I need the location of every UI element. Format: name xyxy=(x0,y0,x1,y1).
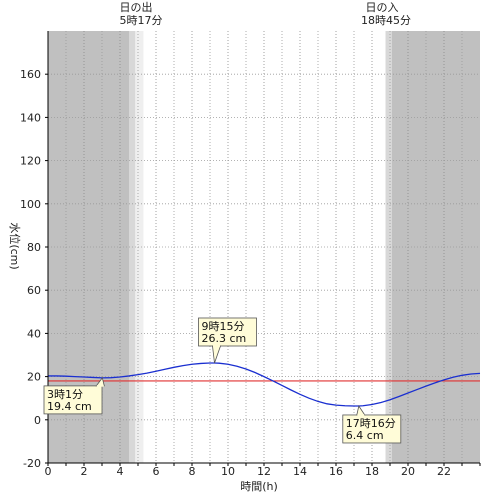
y-tick-label: 80 xyxy=(27,241,41,254)
tick-labels: 0 2 4 6 8 10 12 14 16 18 20 22 -20 0 20 40 60 80 100 120 140… xyxy=(20,68,451,478)
sunrise-time: 5時17分 xyxy=(120,14,163,27)
x-tick-label: 18 xyxy=(365,465,379,478)
x-tick-label: 8 xyxy=(189,465,196,478)
y-tick-label: 20 xyxy=(27,371,41,384)
y-tick-label: 140 xyxy=(20,111,41,124)
dawn-light-shade xyxy=(135,31,144,463)
callout-value: 6.4 cm xyxy=(346,429,384,442)
callout-box xyxy=(342,414,402,444)
x-tick-label: 2 xyxy=(81,465,88,478)
x-tick-label: 0 xyxy=(45,465,52,478)
sunrise-label: 日の出 xyxy=(120,0,153,14)
tide-series-line xyxy=(48,362,481,407)
y-tick-label: 160 xyxy=(20,68,41,81)
x-tick-label: 14 xyxy=(293,465,307,478)
callout-time: 9時15分 xyxy=(202,320,245,333)
y-tick-label: -20 xyxy=(23,457,41,470)
callout-time: 17時16分 xyxy=(346,417,396,430)
callout-time: 3時1分 xyxy=(47,388,83,401)
x-axis-title: 時間(h) xyxy=(240,480,278,493)
x-tick-label: 10 xyxy=(221,465,235,478)
y-tick-label: 40 xyxy=(27,327,41,340)
y-axis-title: 水位(cm) xyxy=(8,222,22,269)
callout-box xyxy=(43,385,103,415)
series-layer xyxy=(48,362,481,407)
grid xyxy=(48,31,480,464)
callout-value: 26.3 cm xyxy=(202,332,247,345)
y-tick-label: 60 xyxy=(27,284,41,297)
x-tick-label: 20 xyxy=(401,465,415,478)
callout-box xyxy=(198,317,257,347)
y-tick-label: 0 xyxy=(34,414,41,427)
twilight-shade-evening xyxy=(385,31,392,463)
x-tick-label: 6 xyxy=(153,465,160,478)
x-tick-label: 22 xyxy=(437,465,451,478)
sunset-time: 18時45分 xyxy=(361,14,411,27)
callout-value: 19.4 cm xyxy=(47,400,92,413)
x-tick-label: 4 xyxy=(117,465,124,478)
y-tick-label: 120 xyxy=(20,155,41,168)
x-tick-label: 16 xyxy=(329,465,343,478)
x-tick-label: 12 xyxy=(257,465,271,478)
y-tick-label: 100 xyxy=(20,198,41,211)
sunset-label: 日の入 xyxy=(366,1,399,14)
